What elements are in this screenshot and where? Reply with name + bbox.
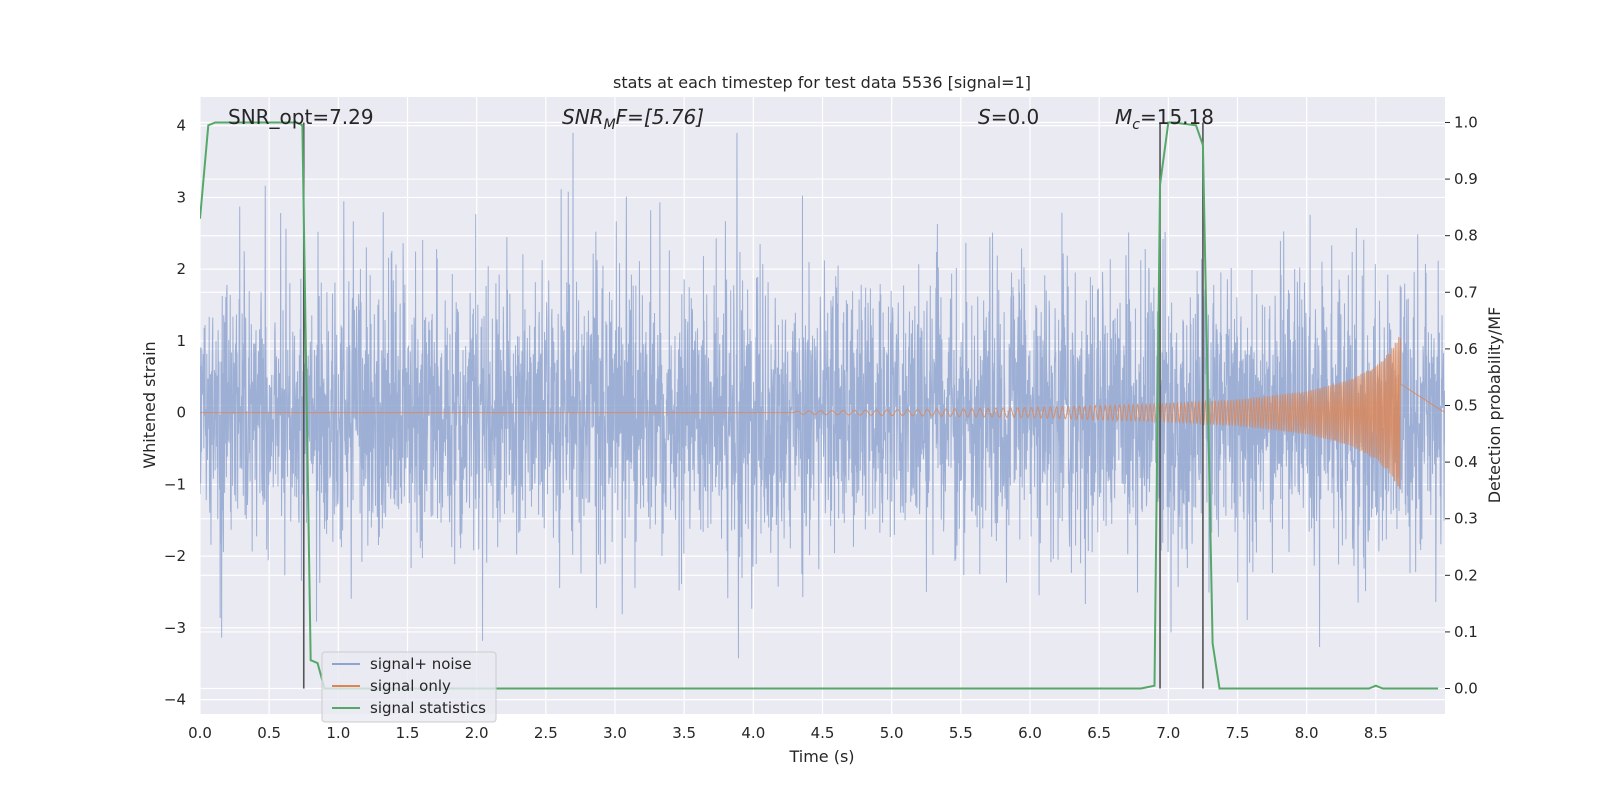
left-horizontal-grid [200, 125, 1445, 701]
y-right-tick-label: 0.0 [1454, 680, 1478, 698]
y-right-tick-label: 0.1 [1454, 623, 1478, 641]
legend-label-signal-statistics: signal statistics [370, 699, 486, 717]
signal-statistics-line [200, 121, 1439, 690]
legend: signal+ noise signal only signal statist… [321, 651, 497, 723]
y-axis-label-right: Detection probability/MF [1485, 307, 1504, 504]
legend-label-signal-noise: signal+ noise [370, 655, 472, 673]
x-tick-label: 7.0 [1156, 724, 1180, 742]
x-tick-label: 8.5 [1364, 724, 1388, 742]
x-tick-label: 6.0 [1018, 724, 1042, 742]
x-tick-label: 2.0 [465, 724, 489, 742]
y-right-tick-label: 0.8 [1454, 227, 1478, 245]
x-tick-label: 5.0 [880, 724, 904, 742]
y-right-tick-label: 0.7 [1454, 283, 1478, 301]
legend-label-signal-only: signal only [370, 677, 451, 695]
x-tick-label: 4.5 [811, 724, 835, 742]
annotation-snr-mf: SNRMF=[5.76] [562, 105, 704, 133]
x-tick-label: 8.0 [1295, 724, 1319, 742]
x-tick-label: 5.5 [949, 724, 973, 742]
y-tick-label: −4 [164, 691, 186, 709]
y-tick-label: 1 [176, 332, 186, 350]
y-right-tick-label: 0.5 [1454, 397, 1478, 415]
y-tick-label: 3 [176, 188, 186, 206]
annotation-mc: Mc=15.18 [1115, 105, 1214, 133]
y-tick-label: −3 [164, 619, 186, 637]
annotation-snr-opt: SNR_opt=7.29 [228, 105, 374, 129]
y-right-tick-label: 0.3 [1454, 510, 1478, 528]
y-tick-label: −2 [164, 547, 186, 565]
y-axis-label-left: Whitened strain [140, 341, 159, 468]
x-tick-label: 4.0 [741, 724, 765, 742]
annotation-s: S=0.0 [978, 105, 1039, 129]
x-axis-label: Time (s) [788, 747, 854, 766]
y-tick-label: 2 [176, 260, 186, 278]
signal-noise-series [200, 132, 1445, 659]
x-tick-label: 6.5 [1087, 724, 1111, 742]
signal-only-line [200, 337, 1445, 489]
y-tick-label: 4 [176, 117, 186, 135]
x-tick-label: 1.5 [396, 724, 420, 742]
x-tick-label: 0.5 [257, 724, 281, 742]
legend-box [321, 651, 497, 723]
x-tick-label: 3.0 [603, 724, 627, 742]
y-right-tick-label: 0.9 [1454, 170, 1478, 188]
y-tick-label: −1 [164, 475, 186, 493]
y-tick-labels-right: 1.0 0.9 0.8 0.7 0.6 0.5 0.4 0.3 0.2 0.1 0.0 [1445, 113, 1478, 698]
signal-statistics-series [200, 121, 1439, 690]
x-tick-labels: 0.0 0.5 1.0 1.5 2.0 2.5 3.0 3.5 4.0 4.5 5.0 5.5 6.0 6… [188, 724, 1388, 742]
y-tick-labels-left: 4 3 2 1 0 −1 −2 −3 −4 [164, 117, 186, 709]
signal-noise-line [200, 132, 1445, 659]
chart-title: stats at each timestep for test data 553… [613, 73, 1031, 92]
signal-only-series [200, 337, 1445, 489]
y-tick-label: 0 [176, 404, 186, 422]
x-tick-label: 7.5 [1226, 724, 1250, 742]
y-right-tick-label: 0.4 [1454, 453, 1478, 471]
x-tick-label: 0.0 [188, 724, 212, 742]
x-tick-label: 1.0 [326, 724, 350, 742]
y-right-tick-label: 0.2 [1454, 566, 1478, 584]
x-tick-label: 2.5 [534, 724, 558, 742]
x-tick-label: 3.5 [672, 724, 696, 742]
y-right-tick-label: 0.6 [1454, 340, 1478, 358]
y-right-tick-label: 1.0 [1454, 113, 1478, 131]
